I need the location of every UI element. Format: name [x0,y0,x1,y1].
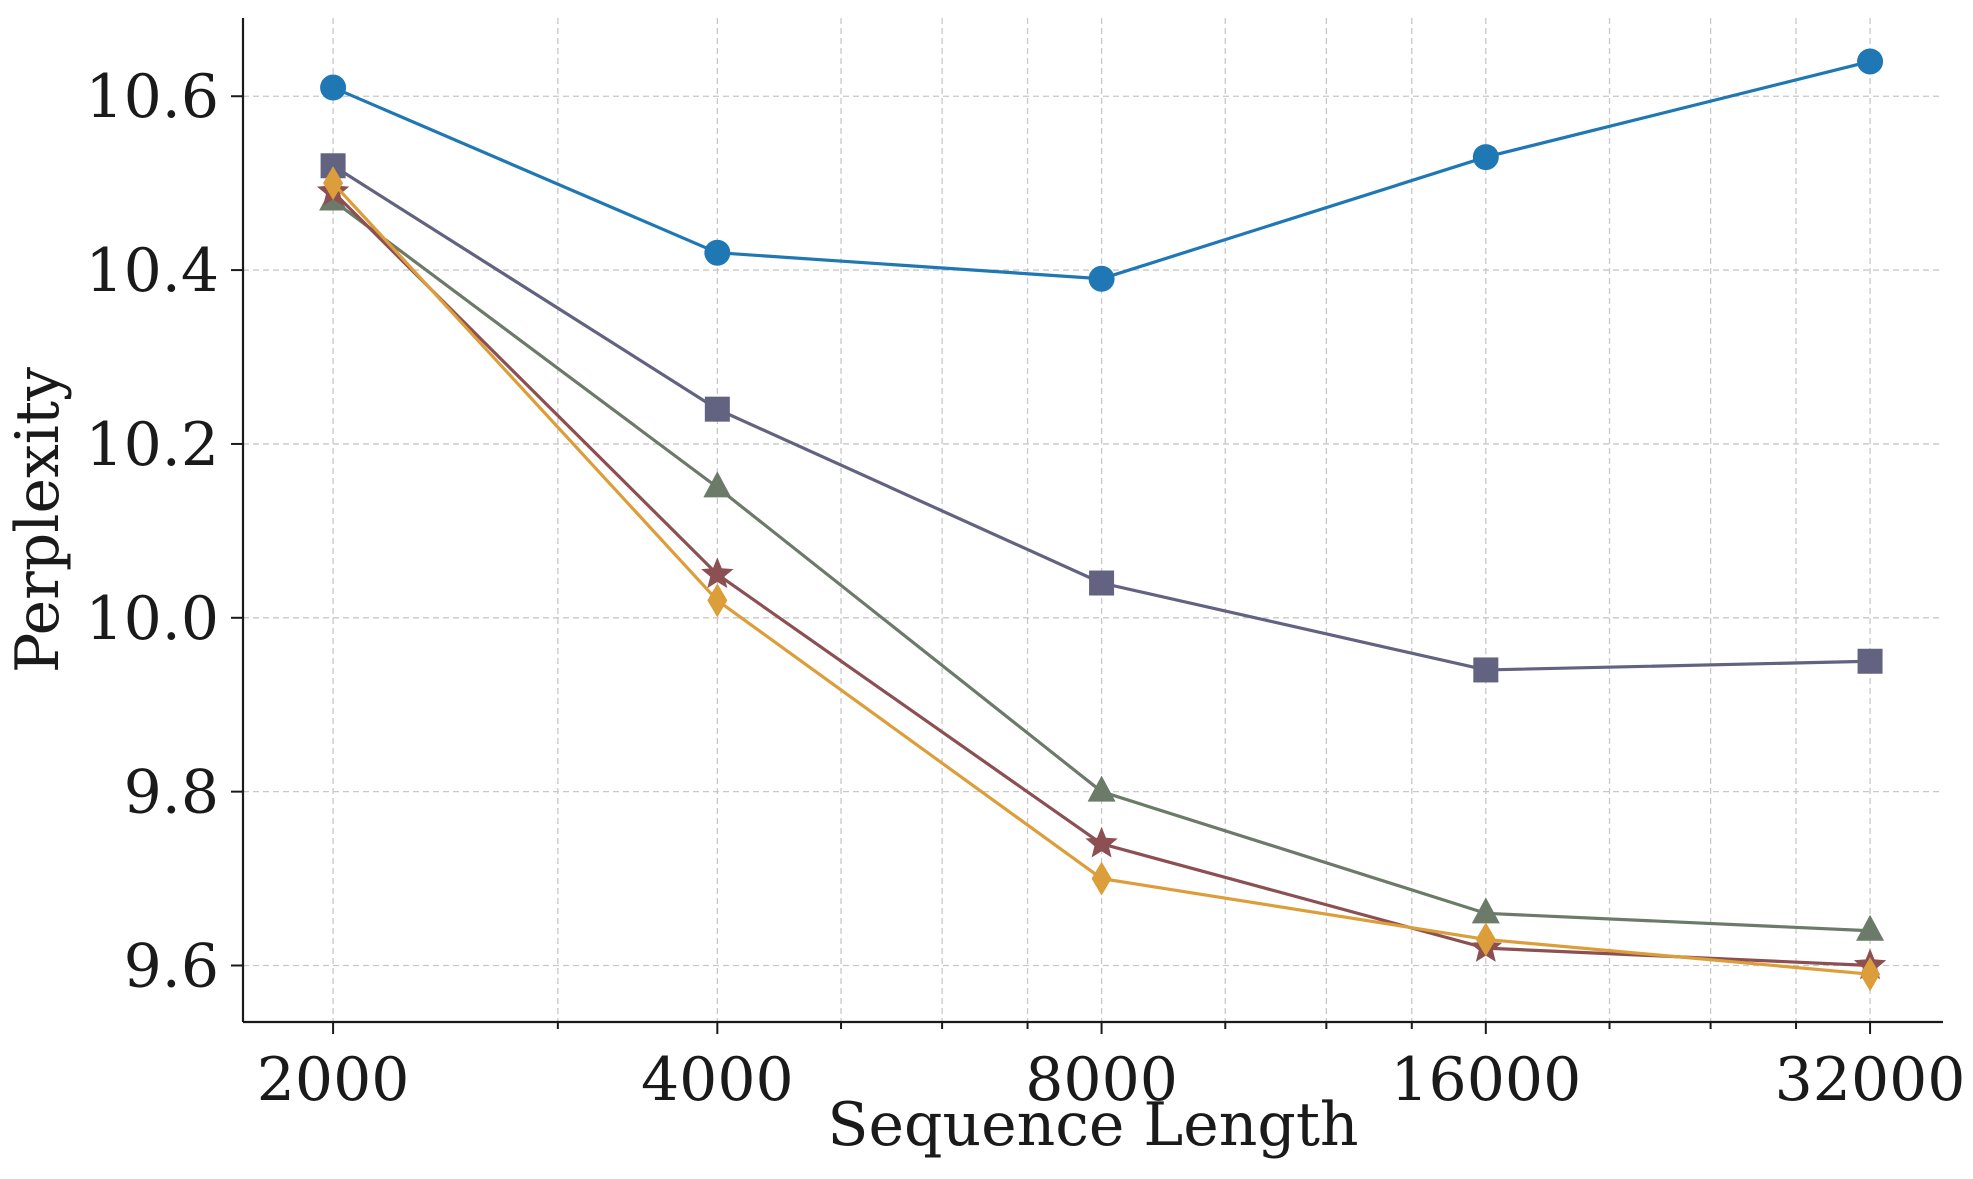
data-point-triangle [1087,775,1116,802]
data-point-diamond [1091,861,1112,896]
data-point-triangle [1471,897,1500,924]
data-point-circle [1472,144,1499,171]
y-tick-label: 9.8 [124,758,219,828]
x-tick-label: 8000 [1025,1045,1178,1115]
data-point-circle [1088,265,1115,292]
data-series [320,153,1883,683]
data-point-square [1089,570,1115,596]
axes [241,18,1943,1024]
data-point-circle [1857,48,1884,75]
data-point-triangle [703,471,732,498]
series-group [316,48,1887,992]
x-axis-label: Sequence Length [827,1090,1358,1160]
data-series [323,166,1881,992]
ticks: 2000 4000 8000 16000 32000 9.6 9.8 10.0 10.2 10.4… [85,62,1965,1115]
y-axis-label: Perplexity [3,367,73,673]
x-tick-label: 4000 [641,1045,794,1115]
data-point-square [704,396,730,422]
y-tick-label: 10.4 [85,236,219,306]
x-tick-label: 16000 [1390,1045,1581,1115]
data-series [320,48,1884,292]
x-tick-label: 32000 [1775,1045,1966,1115]
data-point-square [1473,657,1499,683]
data-point-diamond [1475,922,1496,957]
data-point-diamond [1860,957,1881,992]
data-point-circle [704,239,731,266]
y-tick-label: 10.0 [85,584,219,654]
data-point-circle [320,74,347,101]
data-point-star [1085,826,1118,858]
data-series [319,184,1885,941]
data-point-square [1857,648,1883,674]
data-point-star [701,557,734,589]
y-tick-label: 10.2 [85,410,219,480]
y-tick-label: 9.6 [124,931,219,1001]
x-tick-label: 2000 [257,1045,410,1115]
y-tick-label: 10.6 [85,62,219,132]
data-point-diamond [323,166,344,201]
data-point-diamond [707,583,728,618]
data-point-triangle [1856,914,1885,941]
